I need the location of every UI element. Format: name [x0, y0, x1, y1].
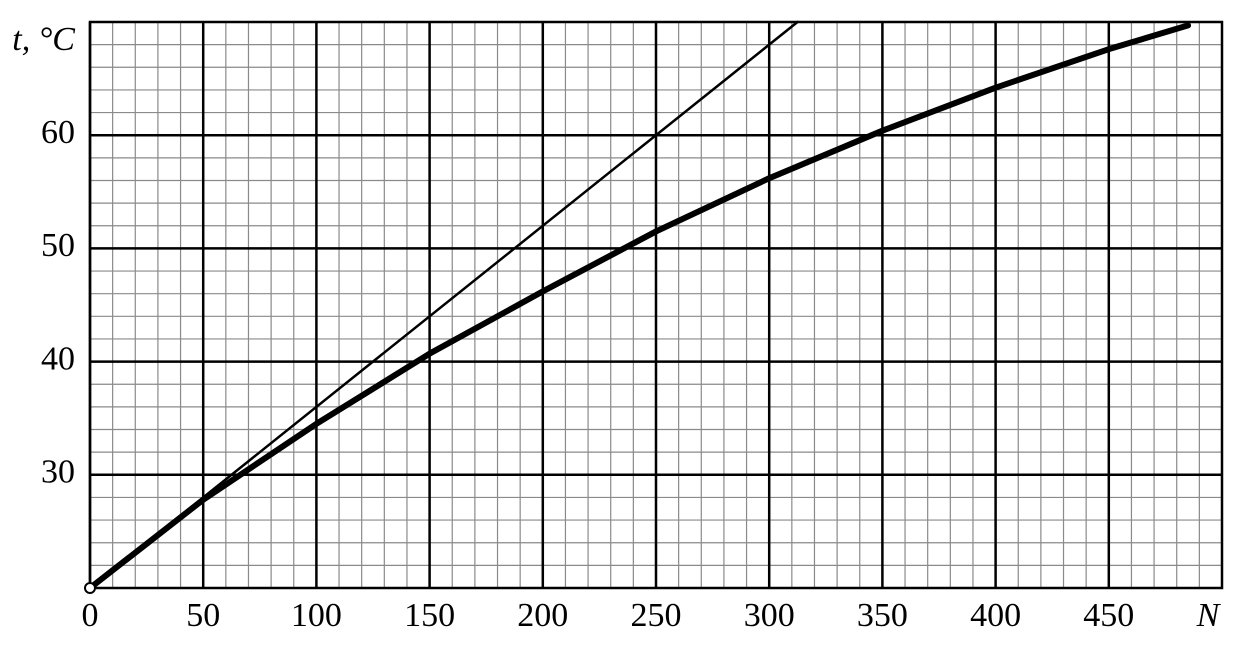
x-tick-label: 100 [291, 597, 342, 634]
x-tick-label: 200 [517, 597, 568, 634]
y-tick-label: 60 [41, 114, 75, 151]
x-tick-label: 300 [744, 597, 795, 634]
x-tick-label: 150 [404, 597, 455, 634]
x-tick-label: 0 [82, 597, 99, 634]
x-tick-label: 450 [1083, 597, 1134, 634]
y-tick-label: 50 [41, 227, 75, 264]
series-line [88, 20, 799, 590]
x-tick-label: 350 [857, 597, 908, 634]
x-axis-label: N [1196, 597, 1222, 634]
y-tick-label: 30 [41, 454, 75, 491]
series-line [87, 22, 1192, 591]
plot-frame [88, 20, 1224, 590]
x-tick-label: 50 [186, 597, 220, 634]
y-tick-label: 40 [41, 340, 75, 377]
x-tick-label: 250 [631, 597, 682, 634]
y-axis-label: t, °C [12, 21, 75, 58]
x-tick-label: 400 [970, 597, 1021, 634]
origin-marker [84, 582, 96, 594]
